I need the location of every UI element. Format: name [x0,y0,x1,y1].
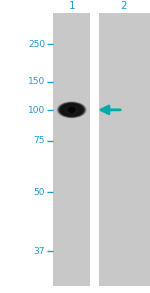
Ellipse shape [64,106,79,114]
Text: 1: 1 [68,1,75,11]
Ellipse shape [57,102,86,118]
Bar [90,13,99,286]
Ellipse shape [66,107,77,113]
Text: 250: 250 [28,40,45,49]
Ellipse shape [58,102,85,118]
Ellipse shape [60,103,84,117]
Ellipse shape [57,102,86,118]
Ellipse shape [63,105,81,115]
Ellipse shape [66,106,78,113]
Text: 150: 150 [28,77,45,86]
Ellipse shape [67,107,77,113]
Ellipse shape [65,106,78,114]
Ellipse shape [60,103,83,116]
Ellipse shape [57,101,87,118]
Text: 100: 100 [28,106,45,115]
Ellipse shape [62,104,82,115]
Ellipse shape [59,103,84,117]
Ellipse shape [62,105,81,115]
Ellipse shape [60,103,83,116]
Ellipse shape [61,104,82,116]
Ellipse shape [66,107,78,113]
Bar [53,13,150,286]
Ellipse shape [64,105,79,114]
Ellipse shape [59,103,84,117]
Ellipse shape [58,102,86,118]
Ellipse shape [64,105,80,114]
Ellipse shape [63,105,80,115]
Ellipse shape [66,107,77,113]
Text: 75: 75 [33,136,45,145]
Ellipse shape [64,105,80,114]
Ellipse shape [68,107,76,113]
Text: 37: 37 [33,247,45,256]
Ellipse shape [65,106,79,114]
Ellipse shape [58,102,85,117]
Text: 2: 2 [120,1,127,11]
Ellipse shape [60,103,84,117]
Ellipse shape [62,104,81,115]
Ellipse shape [61,104,83,116]
Ellipse shape [61,104,82,116]
Ellipse shape [61,104,82,116]
Ellipse shape [59,103,85,117]
Ellipse shape [58,102,85,117]
Ellipse shape [63,105,80,115]
Ellipse shape [63,105,81,115]
Ellipse shape [65,106,78,113]
Text: 50: 50 [33,188,45,197]
